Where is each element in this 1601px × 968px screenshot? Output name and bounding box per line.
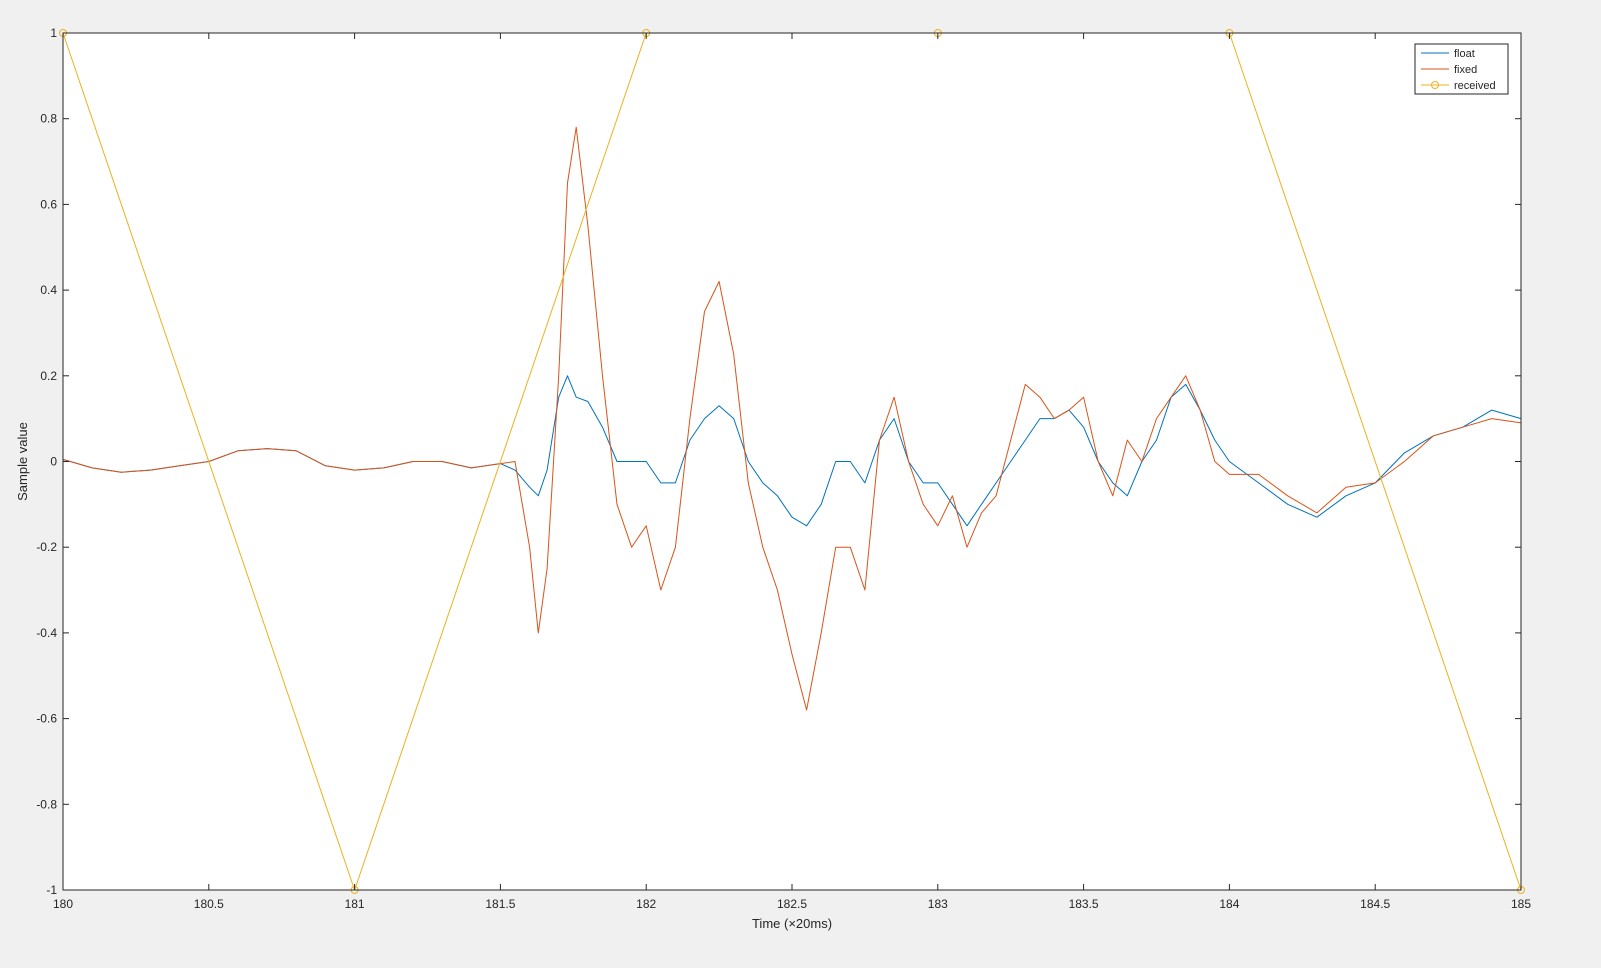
y-axis-ticks: -1 -0.8 -0.6 -0.4 -0.2 0 0.2 0.4 0.6 0.8 1: [36, 26, 1521, 897]
y-tick-label: 0: [50, 455, 57, 469]
y-tick-label: 0.2: [40, 369, 57, 383]
x-tick-label: 180: [53, 897, 73, 911]
x-tick-label: 185: [1511, 897, 1531, 911]
x-tick-label: 183: [928, 897, 948, 911]
axes-background: [63, 33, 1521, 890]
y-tick-label: 0.6: [40, 197, 57, 211]
x-tick-label: 184.5: [1360, 897, 1390, 911]
x-axis-ticks: 180 180.5 181 181.5 182 182.5 183 183.5 184 184.5…: [53, 33, 1531, 911]
legend-label-float: float: [1454, 48, 1475, 60]
x-tick-label: 183.5: [1069, 897, 1099, 911]
legend-label-fixed: fixed: [1454, 64, 1477, 76]
x-tick-label: 182: [636, 897, 656, 911]
legend-marker-received: [1431, 81, 1439, 89]
x-tick-label: 184: [1219, 897, 1239, 911]
y-tick-label: -0.2: [36, 540, 57, 554]
x-axis-label: Time (×20ms): [752, 916, 832, 931]
y-tick-label: 0.8: [40, 112, 57, 126]
y-tick-label: 1: [50, 26, 57, 40]
y-tick-label: -0.8: [36, 797, 57, 811]
legend[interactable]: float fixed received: [1414, 43, 1509, 95]
y-axis-label: Sample value: [15, 422, 30, 501]
series-line-fixed: [62, 126, 1522, 711]
y-tick-label: -0.6: [36, 712, 57, 726]
x-tick-label: 181.5: [485, 897, 515, 911]
y-tick-label: -0.4: [36, 626, 57, 640]
y-tick-label: -1: [46, 883, 57, 897]
x-tick-label: 182.5: [777, 897, 807, 911]
x-tick-label: 180.5: [194, 897, 224, 911]
y-tick-label: 0.4: [40, 283, 57, 297]
legend-label-received: received: [1454, 80, 1496, 92]
x-tick-label: 181: [345, 897, 365, 911]
